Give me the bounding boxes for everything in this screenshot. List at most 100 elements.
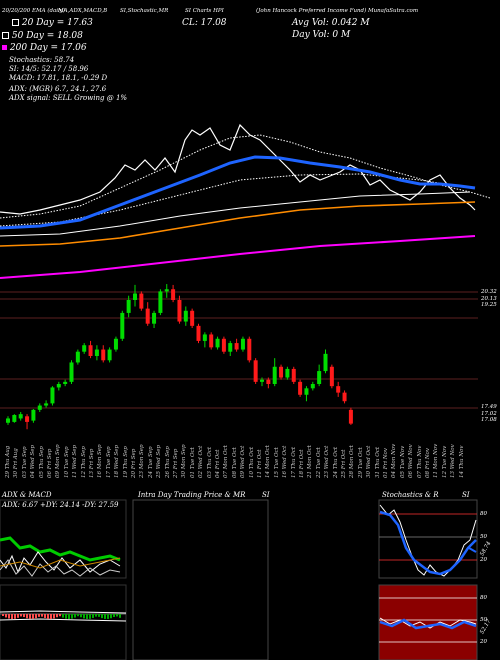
candle-body (133, 293, 137, 300)
legend-20day-swatch (12, 19, 19, 26)
candle-body (323, 353, 328, 372)
stoch-scale-80: 80 (480, 511, 487, 517)
candle-body (196, 325, 201, 341)
candle-body (107, 349, 112, 361)
price-label-17-08: 17.08 (481, 417, 497, 423)
candle-body (158, 291, 163, 313)
macd-bar (107, 614, 109, 619)
macd-bar (14, 614, 16, 619)
candle-body (56, 384, 61, 388)
si-scale-20: 20 (480, 639, 487, 645)
mr-panel-title: Intra Day Trading Price & MR (138, 491, 246, 499)
macd-bar (83, 614, 85, 619)
candle-body (113, 338, 118, 350)
macd-bar (119, 614, 121, 618)
candle-body (202, 334, 207, 341)
adx-white-line-1 (0, 551, 121, 574)
indicator-macd: MACD: 17.81, 18.1, -0.29 D (9, 74, 108, 82)
macd-bar (80, 614, 82, 618)
candle-body (69, 362, 74, 382)
candle-body (291, 368, 296, 382)
candle-body (6, 418, 10, 423)
macd-bar (104, 614, 106, 619)
candle-body (44, 403, 49, 406)
header-mid-title-1: MA,ADX,MACD,B (58, 8, 108, 14)
si-scale-50: 50 (480, 617, 487, 623)
candle-body (164, 289, 169, 292)
candle-body (63, 381, 68, 384)
legend-20day-label: 20 Day = 17.63 (21, 18, 93, 28)
candle-body (240, 338, 245, 350)
candle-body (75, 351, 80, 363)
candle-body (304, 388, 309, 395)
stoch-panel-title: Stochastics & R (382, 491, 439, 499)
stoch-marker (468, 547, 477, 553)
candle-body (37, 405, 42, 410)
mr-panel-box (132, 499, 269, 660)
macd-bar (29, 614, 31, 619)
price-label-20-32: 20.32 (481, 289, 497, 295)
candle-body (342, 392, 347, 402)
macd-bar (59, 614, 61, 617)
macd-panel-box (0, 584, 127, 660)
avg-volume: Avg Vol: 0.042 M (292, 18, 370, 28)
adx-green-line (0, 536, 121, 562)
candle-body (279, 366, 284, 378)
legend-20day: 20 Day = 17.63 (12, 18, 93, 28)
macd-histogram (2, 614, 121, 619)
legend-50day-label: 50 Day = 18.08 (11, 31, 83, 41)
si-scale-80: 80 (480, 595, 487, 601)
candle-body (317, 371, 322, 384)
si-blue-line (379, 618, 477, 630)
stoch-scale-20: 20 (480, 557, 487, 563)
stoch-scale-50: 50 (480, 534, 487, 540)
candle-body (82, 345, 87, 352)
candle-body (348, 409, 353, 424)
candle-body (183, 310, 188, 322)
candle-body (126, 300, 131, 313)
macd-bar (68, 614, 70, 619)
main-chart (0, 123, 491, 430)
candle-body (50, 387, 55, 404)
macd-bar (5, 614, 7, 618)
legend-50day: 50 Day = 18.08 (2, 31, 83, 41)
macd-bar (47, 614, 49, 619)
candle-body (336, 386, 341, 393)
adx-panel-title: ADX & MACD (2, 491, 52, 499)
macd-bar (71, 614, 73, 619)
candle-body (120, 312, 125, 339)
candle-body (260, 379, 264, 382)
price-label-19-25: 19.25 (481, 302, 497, 308)
price-label-20-13: 20.13 (481, 296, 497, 302)
ema20-line (0, 155, 476, 230)
candle-body (190, 310, 195, 326)
candle-body (101, 349, 106, 361)
price-label-17-02: 17.02 (481, 411, 497, 417)
macd-bar (35, 614, 37, 619)
macd-bar (65, 614, 67, 619)
macd-bar (74, 614, 76, 618)
candle-body (234, 343, 239, 350)
candle-body (88, 345, 93, 356)
dotted-ma-line-2 (0, 173, 471, 227)
macd-bar (95, 614, 97, 617)
legend-200day: 200 Day = 17.06 (2, 43, 87, 53)
legend-200day-label: 200 Day = 17.06 (9, 43, 87, 53)
mr-panel-si: SI (262, 491, 270, 499)
macd-bar (53, 614, 55, 619)
macd-bar (20, 614, 22, 617)
candle-body (171, 289, 176, 300)
header-left-title: 20/20/200 EMA (daily) (2, 8, 66, 14)
macd-bar (26, 614, 28, 619)
close-price: CL: 17.08 (182, 18, 227, 28)
candle-body (221, 338, 226, 352)
candle-body (272, 366, 277, 384)
stoch-d-line (379, 510, 477, 576)
macd-bar (8, 614, 10, 619)
macd-bar (2, 614, 4, 616)
candle-body (25, 416, 30, 422)
indicator-stochastics: Stochastics: 58.74 (9, 56, 75, 64)
stoch-panel-box (378, 499, 478, 579)
